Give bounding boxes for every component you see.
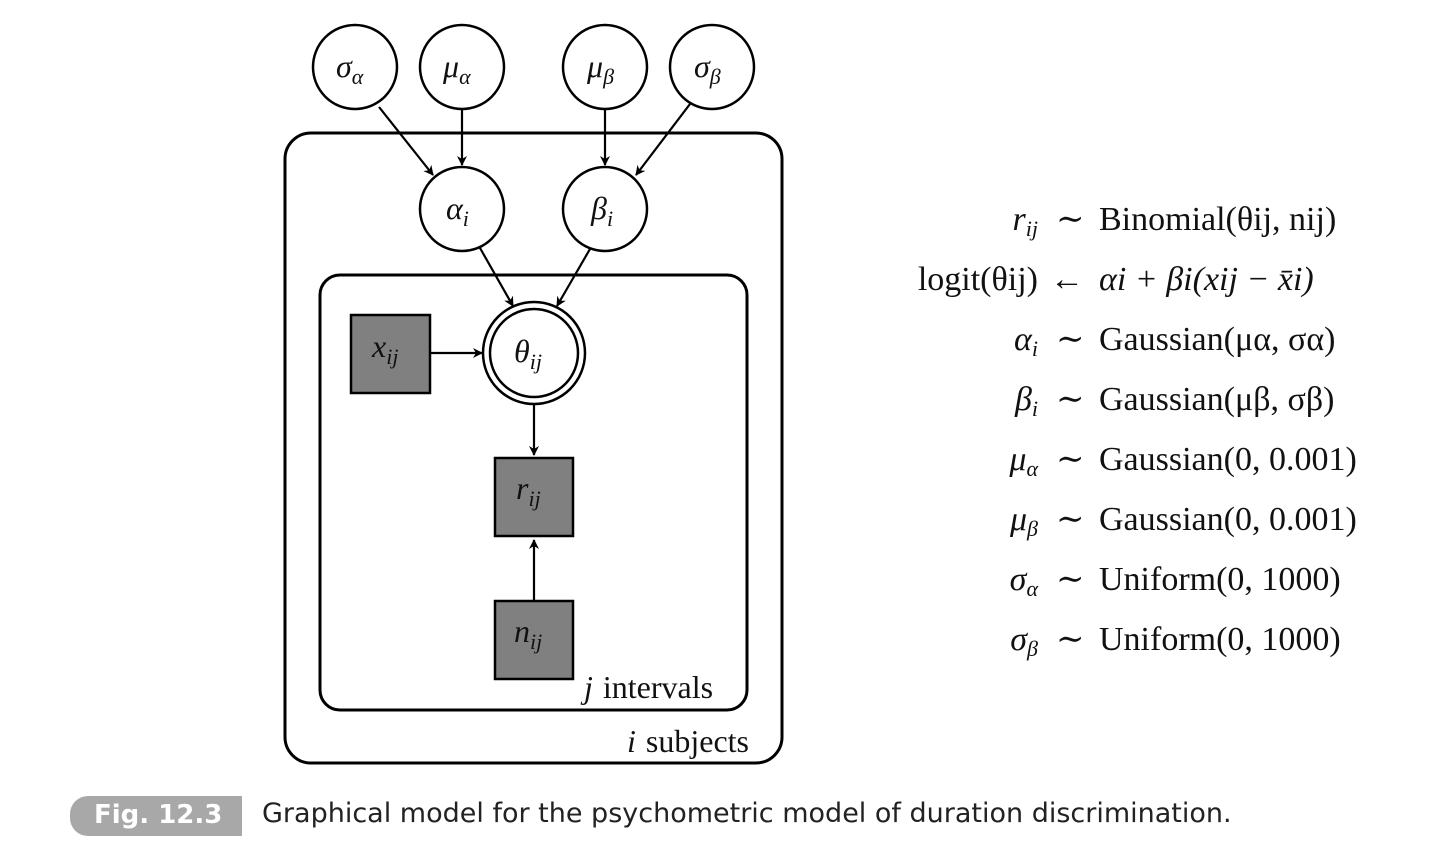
- svg-text:Gaussian(0, 0.001): Gaussian(0, 0.001): [1099, 441, 1357, 478]
- node-mu-beta: μβ: [561, 23, 649, 111]
- svg-text:Uniform(0, 1000): Uniform(0, 1000): [1099, 561, 1341, 598]
- svg-text:σβ: σβ: [694, 48, 721, 89]
- node-x-ij: xij: [349, 313, 432, 395]
- figure-caption: Graphical model for the psychometric mod…: [262, 798, 1232, 829]
- svg-text:αi: αi: [446, 190, 469, 231]
- edge-alpha-to-theta: [479, 247, 514, 307]
- svg-text:nij: nij: [514, 613, 542, 654]
- model-equations: rij ∼ Binomial(θij, nij) logit(θij) ← αi…: [918, 201, 1357, 661]
- plate-intervals-label: j intervals: [580, 669, 713, 705]
- equation-row: μβ ∼ Gaussian(0, 0.001): [1009, 501, 1357, 541]
- svg-text:θij: θij: [514, 333, 542, 374]
- svg-text:αi: αi: [1014, 321, 1038, 361]
- equation-row: σα ∼ Uniform(0, 1000): [1010, 561, 1341, 601]
- equation-row: βi ∼ Gaussian(μβ, σβ): [1014, 381, 1335, 421]
- svg-text:μα: μα: [1008, 441, 1038, 481]
- plate-intervals: [318, 273, 749, 712]
- edge-sigma-beta-to-beta: [635, 103, 691, 176]
- equation-row: μα ∼ Gaussian(0, 0.001): [1008, 441, 1356, 481]
- equation-row: rij ∼ Binomial(θij, nij): [1013, 201, 1337, 241]
- node-theta-ij: θij: [481, 300, 587, 406]
- svg-text:rij: rij: [516, 470, 541, 511]
- node-r-ij: rij: [493, 456, 575, 538]
- svg-text:xij: xij: [371, 328, 398, 369]
- svg-text:Uniform(0, 1000): Uniform(0, 1000): [1099, 621, 1341, 658]
- svg-text:rij: rij: [1013, 201, 1038, 241]
- svg-text:Binomial(θij, nij): Binomial(θij, nij): [1099, 201, 1336, 238]
- node-n-ij: nij: [493, 599, 575, 681]
- plate-subjects: [283, 131, 784, 765]
- figure-number-badge: Fig. 12.3: [70, 796, 242, 836]
- svg-text:∼: ∼: [1056, 621, 1085, 658]
- svg-text:Gaussian(μβ, σβ): Gaussian(μβ, σβ): [1099, 381, 1334, 418]
- svg-text:∼: ∼: [1056, 381, 1085, 418]
- equation-row: αi ∼ Gaussian(μα, σα): [1014, 321, 1335, 361]
- node-sigma-beta: σβ: [668, 23, 756, 111]
- node-alpha-i: αi: [418, 165, 506, 253]
- edge-beta-to-theta: [556, 248, 591, 307]
- svg-text:Gaussian(μα, σα): Gaussian(μα, σα): [1099, 321, 1335, 358]
- equation-row: σβ ∼ Uniform(0, 1000): [1010, 621, 1341, 661]
- svg-text:σα: σα: [336, 48, 364, 89]
- svg-text:σα: σα: [1010, 561, 1039, 601]
- node-beta-i: βi: [561, 165, 649, 253]
- plate-subjects-label: i subjects: [627, 723, 749, 759]
- svg-text:∼: ∼: [1056, 501, 1085, 538]
- svg-text:μα: μα: [442, 48, 471, 89]
- svg-text:μβ: μβ: [1009, 501, 1038, 541]
- svg-text:∼: ∼: [1056, 561, 1085, 598]
- svg-text:βi: βi: [1014, 381, 1038, 421]
- node-mu-alpha: μα: [418, 23, 506, 111]
- node-sigma-alpha: σα: [311, 23, 399, 111]
- svg-text:σβ: σβ: [1010, 621, 1038, 661]
- svg-text:∼: ∼: [1056, 321, 1085, 358]
- svg-text:Gaussian(0, 0.001): Gaussian(0, 0.001): [1099, 501, 1357, 538]
- svg-text:logit(θij): logit(θij): [918, 261, 1038, 298]
- svg-text:μβ: μβ: [586, 48, 614, 89]
- svg-text:←: ←: [1050, 261, 1084, 298]
- svg-text:∼: ∼: [1056, 441, 1085, 478]
- edge-sigma-alpha-to-alpha: [378, 106, 434, 176]
- equation-row: logit(θij) ← αi + βi(xij − x̄i): [918, 261, 1314, 298]
- figure-number: Fig. 12.3: [94, 800, 223, 830]
- svg-text:βi: βi: [590, 190, 613, 231]
- svg-text:αi + βi(xij − x̄i): αi + βi(xij − x̄i): [1099, 261, 1314, 298]
- svg-text:∼: ∼: [1056, 201, 1085, 238]
